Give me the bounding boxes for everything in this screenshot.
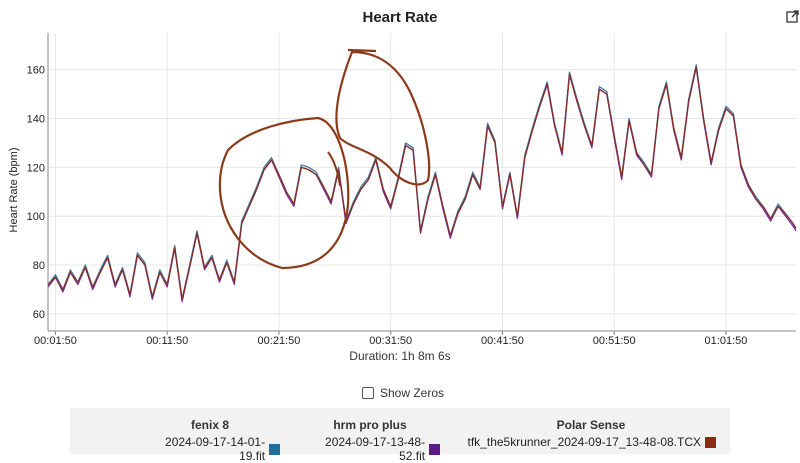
x-tick-label: 00:41:50 <box>481 335 524 347</box>
show-zeros-checkbox[interactable]: Show Zeros <box>362 386 444 400</box>
legend-file-name: 2024-09-17-14-01-19.fit <box>165 435 266 463</box>
legend-file-name: 2024-09-17-13-48-52.fit <box>325 435 426 463</box>
y-tick-label: 120 <box>27 162 45 174</box>
y-tick-label: 60 <box>33 309 45 321</box>
show-zeros-label: Show Zeros <box>380 386 445 400</box>
y-tick-label: 140 <box>27 113 45 125</box>
x-tick-label: 00:31:50 <box>369 335 412 347</box>
x-tick-label: 01:01:50 <box>705 335 748 347</box>
series-lines <box>47 64 797 303</box>
legend-color-swatch[interactable] <box>429 443 440 455</box>
grid-lines <box>48 33 796 331</box>
y-tick-label: 160 <box>27 65 45 77</box>
y-tick-label: 100 <box>27 211 45 223</box>
x-tick-label: 00:21:50 <box>258 335 301 347</box>
x-tick-label: 00:51:50 <box>593 335 636 347</box>
legend-item-hrm-pro: hrm pro plus 2024-09-17-13-48-52.fit <box>300 408 440 463</box>
x-tick-label: 00:01:50 <box>34 335 77 347</box>
y-tick-label: 80 <box>33 260 45 272</box>
legend-color-swatch[interactable] <box>705 436 716 448</box>
annotation-top-stroke <box>347 48 377 53</box>
legend-device-name: fenix 8 <box>190 418 229 432</box>
series-line-fenix-8 <box>47 64 797 300</box>
annotation-circle-left <box>218 116 350 270</box>
legend: fenix 8 2024-09-17-14-01-19.fit hrm pro … <box>70 408 730 463</box>
y-tick-labels: 60 80 100 120 140 160 <box>27 65 45 321</box>
legend-item-fenix: fenix 8 2024-09-17-14-01-19.fit <box>140 408 280 463</box>
legend-item-polar-sense: Polar Sense tfk_the5krunner_2024-09-17_1… <box>466 408 716 449</box>
axes <box>47 33 796 335</box>
x-axis-label: Duration: 1h 8m 6s <box>349 349 451 363</box>
checkbox-box[interactable] <box>362 387 374 399</box>
x-tick-label: 00:11:50 <box>146 335 188 347</box>
annotation-stroke-left <box>327 151 341 187</box>
legend-color-swatch[interactable] <box>269 443 280 455</box>
series-line-polar-sense <box>47 66 797 300</box>
external-link-icon[interactable] <box>786 10 799 23</box>
y-axis-label: Heart Rate (bpm) <box>8 148 20 233</box>
annotation-circle-right <box>335 50 431 186</box>
legend-device-name: Polar Sense <box>556 418 626 432</box>
x-tick-labels: 00:01:50 00:11:50 00:21:50 00:31:50 00:41:50… <box>34 335 747 347</box>
legend-file-name: tfk_the5krunner_2024-09-17_13-48-08.TCX <box>467 435 701 449</box>
hand-drawn-annotations <box>218 48 431 270</box>
legend-device-name: hrm pro plus <box>333 418 407 432</box>
chart-title: Heart Rate <box>362 9 438 26</box>
